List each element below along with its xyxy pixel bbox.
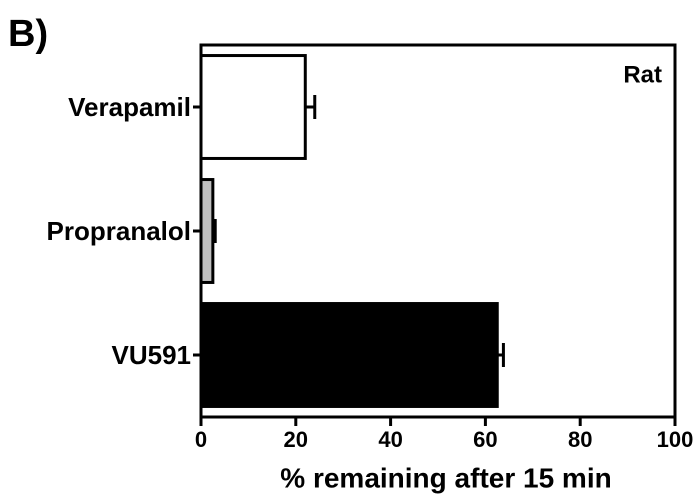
y-tick-label: VU591 — [112, 340, 192, 370]
y-tick-label: Verapamil — [68, 92, 191, 122]
error-bar — [497, 343, 505, 367]
bar — [199, 54, 307, 160]
x-tick-label: 40 — [378, 427, 402, 452]
x-tick-label: 20 — [284, 427, 308, 452]
panel-label: B) — [8, 13, 48, 55]
annotation: Rat — [623, 61, 662, 88]
y-tick-label: Propranalol — [47, 216, 191, 246]
error-bar — [212, 219, 217, 243]
x-tick-label: 60 — [473, 427, 497, 452]
error-bar — [305, 95, 317, 119]
bar — [199, 302, 499, 408]
x-tick-label: 0 — [195, 427, 207, 452]
x-tick-label: 80 — [568, 427, 592, 452]
x-axis-label: % remaining after 15 min — [280, 462, 611, 493]
x-tick-label: 100 — [657, 427, 694, 452]
bar — [199, 178, 215, 284]
